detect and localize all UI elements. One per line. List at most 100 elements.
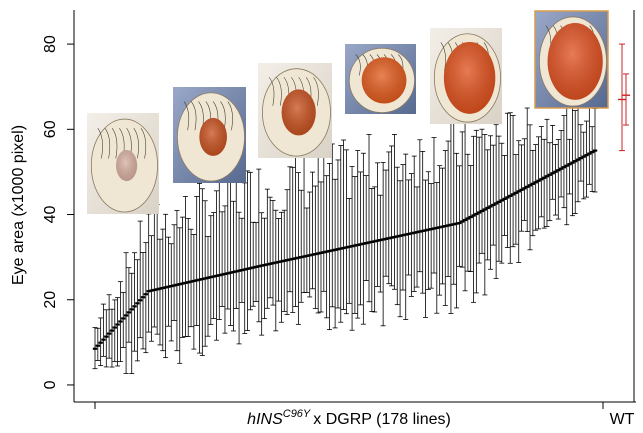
wt-label: WT [610,411,635,428]
dgrp-line-172 [575,103,581,203]
dgrp-line-6 [106,294,112,359]
dgrp-line-52 [236,211,242,345]
dgrp-line-95 [358,171,364,306]
dgrp-line-121 [431,137,437,274]
dgrp-line-75 [301,155,307,293]
dgrp-line-62 [264,188,270,309]
dgrp-line-17 [137,220,143,339]
dgrp-line-130 [456,165,462,267]
dgrp-line-2 [95,327,101,361]
dgrp-line-79 [312,185,318,309]
dgrp-line-163 [550,125,556,200]
dgrp-line-40 [202,200,208,347]
dgrp-line-50 [230,200,236,332]
dgrp-line-48 [225,170,231,310]
dgrp-line-103 [380,162,386,327]
dgrp-line-90 [343,149,349,315]
compound-eye-shading [443,42,496,114]
dgrp-line-42 [208,215,214,325]
dgrp-line-155 [527,124,533,251]
dgrp-line-92 [349,166,355,331]
y-tick-label-20: 20 [42,291,59,309]
dgrp-line-154 [524,107,530,232]
dgrp-line-59 [256,168,262,323]
dgrp-line-174 [581,131,587,200]
bristle [104,127,111,159]
dgrp-line-171 [572,110,578,214]
dgrp-line-169 [567,138,573,195]
dgrp-line-21 [148,235,154,342]
dgrp-line-4 [100,303,106,357]
dgrp-line-24 [157,238,163,346]
dgrp-line-47 [222,205,228,334]
dgrp-line-70 [287,166,293,293]
eye-image-6 [534,10,609,109]
eye-image-1 [87,113,159,214]
dgrp-line-151 [516,140,522,263]
dgrp-line-98 [366,134,372,303]
dgrp-line-78 [310,171,316,290]
dgrp-line-96 [360,152,366,325]
bristle [355,54,361,76]
dgrp-line-72 [293,153,299,307]
x-axis [94,402,604,409]
dgrp-line-137 [476,136,482,264]
dgrp-line-19 [143,242,149,354]
dgrp-line-101 [374,162,380,287]
dgrp-line-140 [485,149,491,261]
dgrp-line-161 [544,118,550,228]
dgrp-line-177 [589,126,595,192]
dgrp-line-53 [239,217,245,303]
dgrp-line-157 [533,144,539,231]
dgrp-series [92,101,598,374]
dgrp-line-148 [507,112,513,264]
dgrp-line-51 [233,179,239,309]
dgrp-line-3 [98,317,104,367]
eye-image-5 [430,28,502,124]
dgrp-line-116 [417,139,423,273]
dgrp-line-139 [482,134,488,296]
dgrp-line-5 [103,309,109,368]
bristle [313,77,319,106]
dgrp-line-143 [493,124,499,279]
dgrp-line-120 [428,183,434,289]
compound-eye-shading [281,89,316,136]
bristle [276,77,282,106]
dgrp-line-36 [191,234,197,350]
dgrp-line-162 [547,142,553,222]
dgrp-line-8 [112,299,118,363]
dgrp-line-31 [177,227,183,364]
dgrp-line-144 [496,135,502,262]
dgrp-line-152 [519,144,525,232]
dgrp-line-126 [445,140,451,277]
dgrp-line-164 [552,144,558,216]
bristle [268,77,275,106]
dgrp-line-34 [185,218,191,337]
dgrp-line-88 [338,145,344,323]
dgrp-line-23 [154,204,160,335]
dgrp-line-132 [462,115,468,292]
bristle [140,127,147,159]
dgrp-line-30 [174,210,180,352]
dgrp-line-165 [555,139,561,220]
dgrp-line-18 [140,252,146,350]
dgrp-line-112 [406,179,412,276]
dgrp-line-86 [332,178,338,329]
dgrp-line-71 [290,166,296,313]
dgrp-line-176 [586,101,592,185]
dgrp-line-131 [459,131,465,268]
dgrp-line-145 [499,142,505,264]
dgrp-line-41 [205,236,211,337]
bristle [183,101,190,131]
dgrp-line-67 [278,211,284,323]
dgrp-line-16 [134,259,140,362]
dgrp-line-12 [123,252,129,374]
dgrp-line-25 [160,228,166,352]
dgrp-line-10 [117,281,123,363]
dgrp-line-35 [188,228,194,328]
dgrp-line-167 [561,115,567,209]
dgrp-line-7 [109,308,115,368]
dgrp-line-114 [411,155,417,292]
dgrp-line-11 [120,291,126,348]
y-tick-label-40: 40 [42,206,59,224]
